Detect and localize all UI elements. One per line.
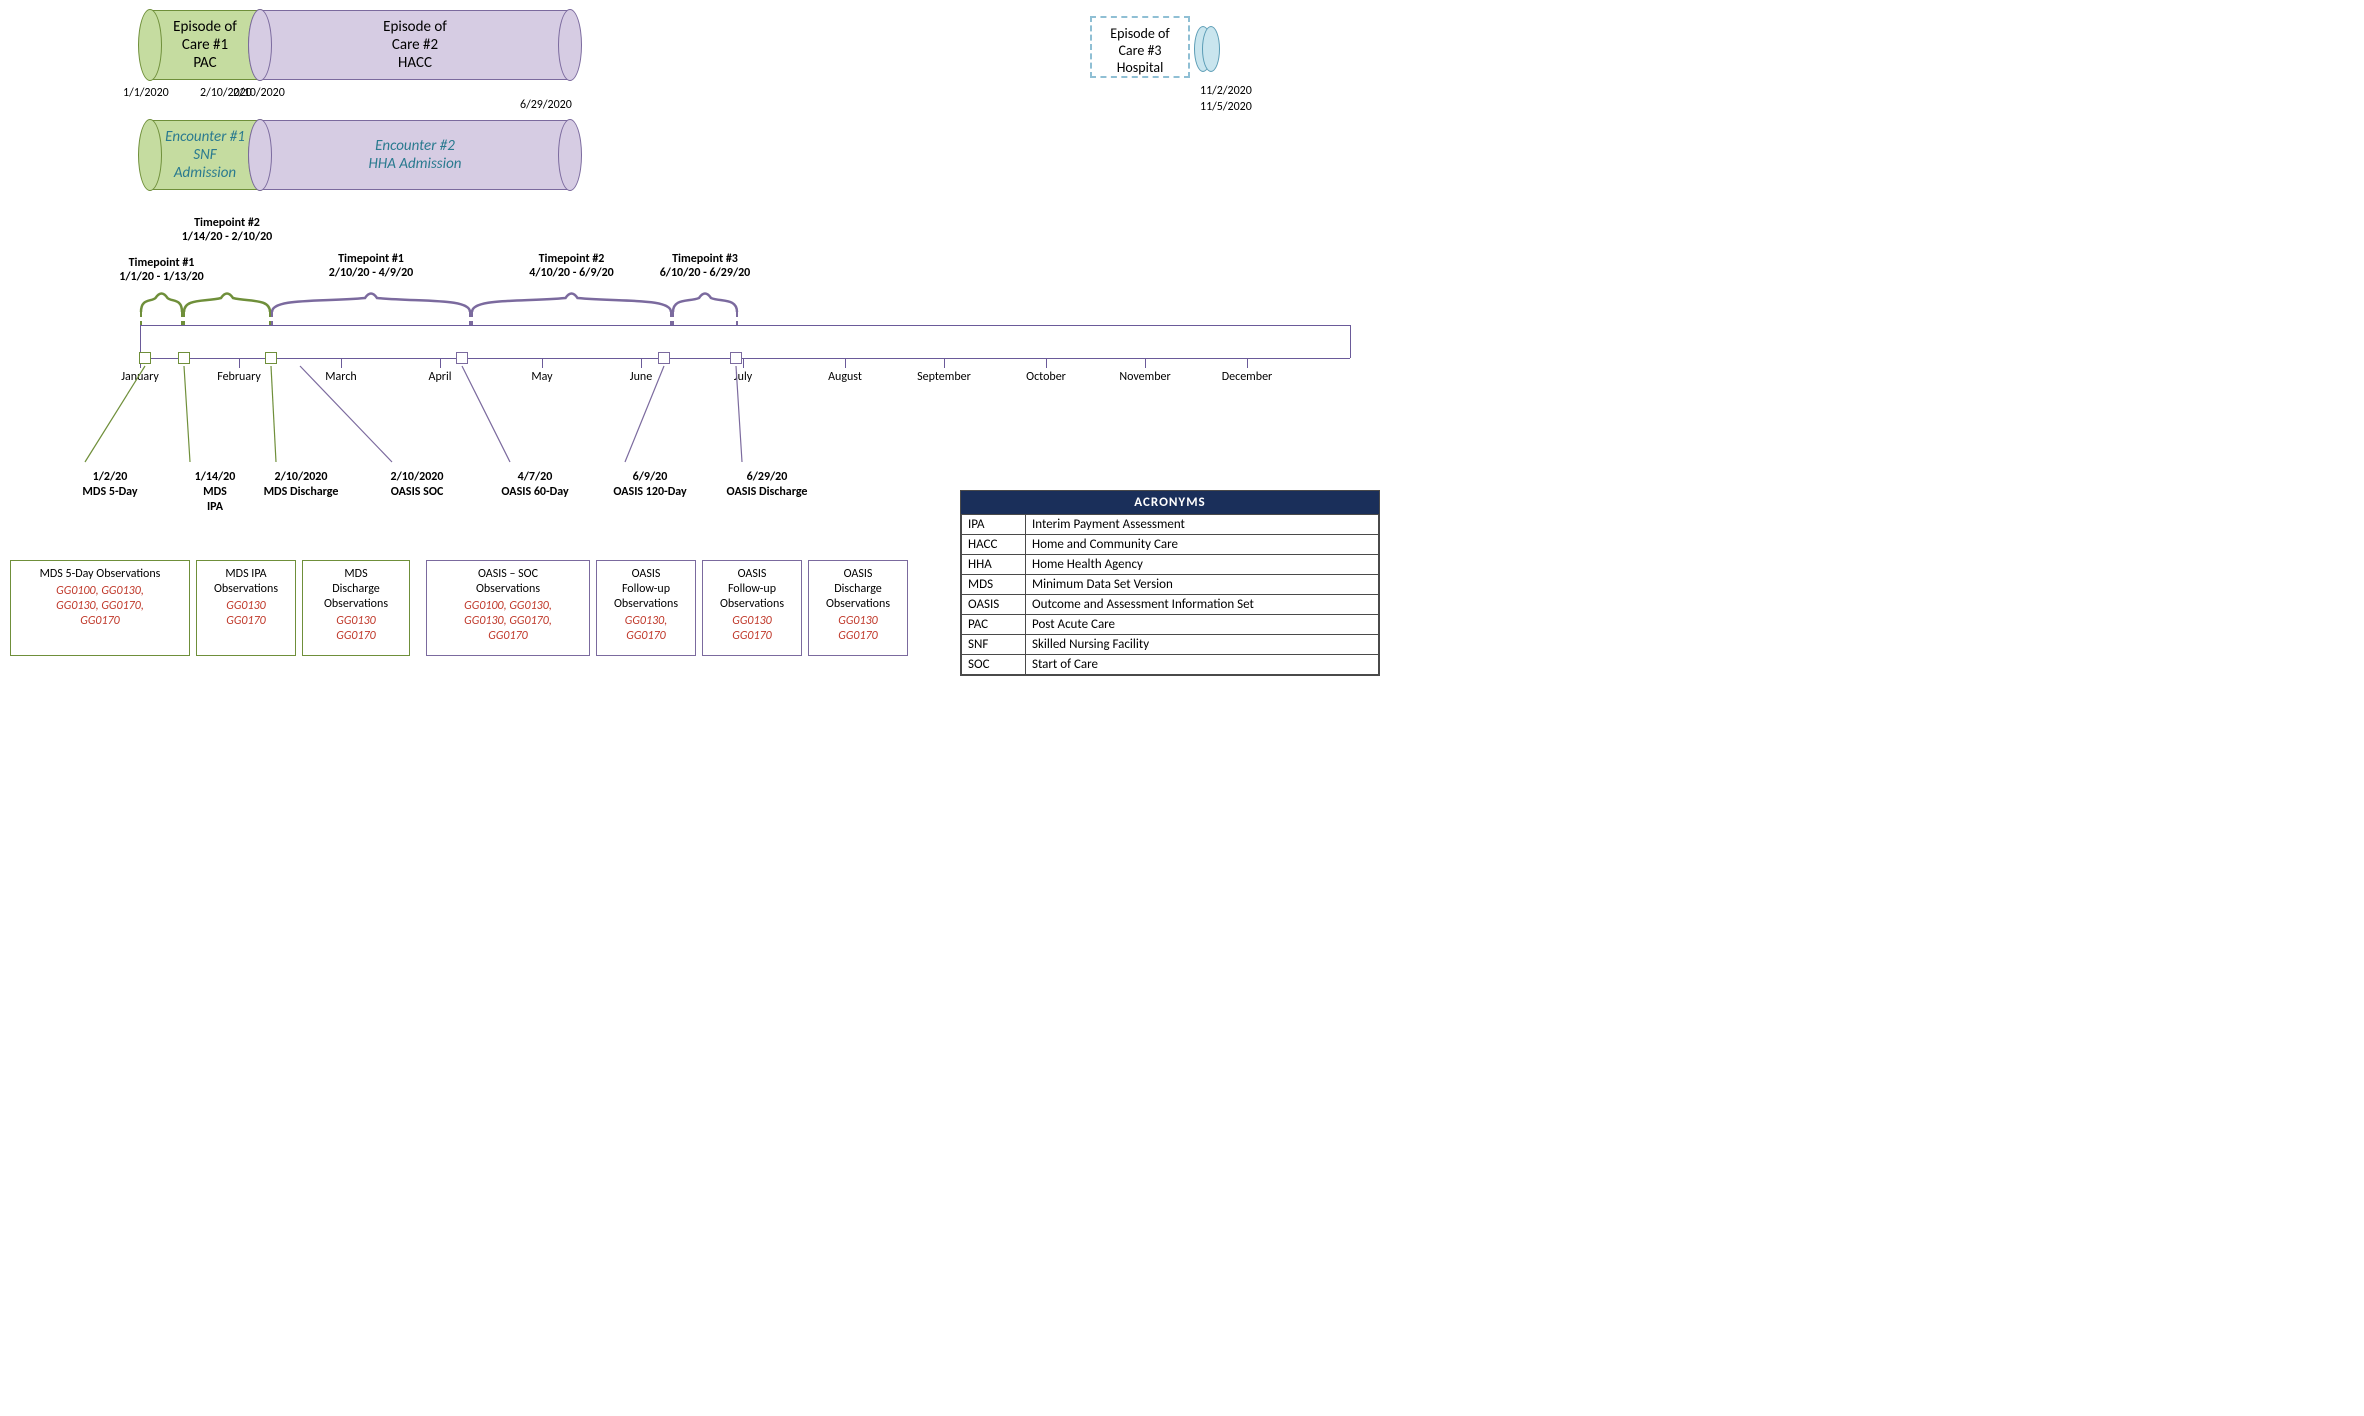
acronym-value: Outcome and Assessment Information Set xyxy=(1026,595,1379,615)
acronyms-table: ACRONYMSIPAInterim Payment AssessmentHAC… xyxy=(960,490,1380,676)
acronym-value: Skilled Nursing Facility xyxy=(1026,635,1379,655)
observation-box: MDS IPA ObservationsGG0130 GG0170 xyxy=(196,560,296,656)
cylinder-label: Encounter #1 SNF Admission xyxy=(165,128,245,182)
cylinder-label: Episode of Care #1 PAC xyxy=(173,18,237,72)
observation-box: MDS Discharge ObservationsGG0130 GG0170 xyxy=(302,560,410,656)
acronym-key: HHA xyxy=(962,555,1026,575)
episode-ep1: Episode of Care #1 PAC xyxy=(150,10,260,80)
cylinder-label: Encounter #2 HHA Admission xyxy=(369,137,462,173)
acronym-value: Post Acute Care xyxy=(1026,615,1379,635)
episode3-start-date: 11/2/2020 xyxy=(1200,84,1252,98)
callout-label: 6/9/20 OASIS 120-Day xyxy=(595,470,705,500)
observation-codes: GG0130 GG0170 xyxy=(707,614,797,644)
acronym-value: Interim Payment Assessment xyxy=(1026,515,1379,535)
observation-box: OASIS Discharge ObservationsGG0130 GG017… xyxy=(808,560,908,656)
observation-title: OASIS Follow-up Observations xyxy=(601,567,691,612)
callout-label: 4/7/20 OASIS 60-Day xyxy=(480,470,590,500)
episode3-end-date: 11/5/2020 xyxy=(1200,100,1252,114)
cylinder-label: Episode of Care #2 HACC xyxy=(383,18,447,72)
episode-start-date: 2/10/2020 xyxy=(233,86,285,100)
observation-codes: GG0130 GG0170 xyxy=(813,614,903,644)
acronym-key: IPA xyxy=(962,515,1026,535)
callouts-svg xyxy=(0,362,1000,532)
timepoint-label: Timepoint #11/1/20 - 1/13/20 xyxy=(102,256,222,285)
callout-label: 6/29/20 OASIS Discharge xyxy=(712,470,822,500)
acronym-key: SNF xyxy=(962,635,1026,655)
callout-label: 1/2/20 MDS 5-Day xyxy=(55,470,165,500)
observation-box: OASIS Follow-up ObservationsGG0130, GG01… xyxy=(596,560,696,656)
episode3-disk xyxy=(1202,26,1220,72)
timepoint-label: Timepoint #21/14/20 - 2/10/20 xyxy=(167,216,287,245)
timepoint-label: Timepoint #36/10/20 - 6/29/20 xyxy=(645,252,765,281)
episode-start-date: 1/1/2020 xyxy=(123,86,169,100)
observation-title: OASIS Discharge Observations xyxy=(813,567,903,612)
acronym-value: Minimum Data Set Version xyxy=(1026,575,1379,595)
callout-label: 2/10/2020 OASIS SOC xyxy=(362,470,472,500)
observation-box: OASIS Follow-up ObservationsGG0130 GG017… xyxy=(702,560,802,656)
observation-title: MDS Discharge Observations xyxy=(307,567,405,612)
observation-title: MDS IPA Observations xyxy=(201,567,291,597)
acronym-key: SOC xyxy=(962,655,1026,675)
episode3-box: Episode of Care #3 Hospital xyxy=(1090,16,1190,78)
observation-codes: GG0100, GG0130, GG0130, GG0170, GG0170 xyxy=(431,599,585,644)
encounter-en2: Encounter #2 HHA Admission xyxy=(260,120,570,190)
observation-title: OASIS Follow-up Observations xyxy=(707,567,797,612)
acronym-key: PAC xyxy=(962,615,1026,635)
timepoint-label: Timepoint #12/10/20 - 4/9/20 xyxy=(311,252,431,281)
acronym-value: Home Health Agency xyxy=(1026,555,1379,575)
acronym-key: OASIS xyxy=(962,595,1026,615)
episode-end-date: 6/29/2020 xyxy=(520,98,572,112)
acronym-value: Start of Care xyxy=(1026,655,1379,675)
acronym-key: HACC xyxy=(962,535,1026,555)
timepoint-label: Timepoint #24/10/20 - 6/9/20 xyxy=(512,252,632,281)
observation-codes: GG0130 GG0170 xyxy=(201,599,291,629)
observation-codes: GG0100, GG0130, GG0130, GG0170, GG0170 xyxy=(15,584,185,629)
acronyms-header: ACRONYMS xyxy=(961,491,1379,514)
encounter-en1: Encounter #1 SNF Admission xyxy=(150,120,260,190)
acronym-value: Home and Community Care xyxy=(1026,535,1379,555)
episode-ep2: Episode of Care #2 HACC xyxy=(260,10,570,80)
observation-codes: GG0130, GG0170 xyxy=(601,614,691,644)
acronyms-body: IPAInterim Payment AssessmentHACCHome an… xyxy=(961,514,1379,675)
observation-title: MDS 5-Day Observations xyxy=(15,567,185,582)
observation-box: MDS 5-Day Observations GG0100, GG0130, GG… xyxy=(10,560,190,656)
observation-title: OASIS – SOC Observations xyxy=(431,567,585,597)
acronym-key: MDS xyxy=(962,575,1026,595)
callout-label: 2/10/2020 MDS Discharge xyxy=(246,470,356,500)
observation-box: OASIS – SOC ObservationsGG0100, GG0130, … xyxy=(426,560,590,656)
observation-codes: GG0130 GG0170 xyxy=(307,614,405,644)
